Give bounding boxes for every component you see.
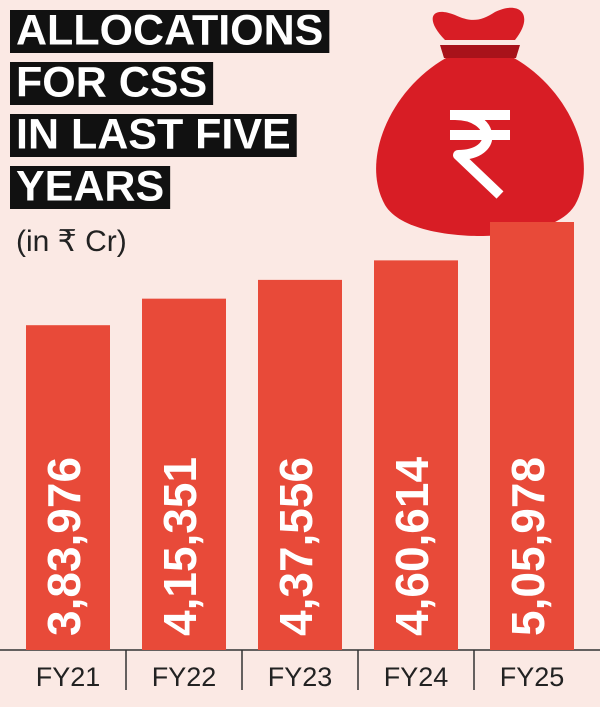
value-label: 4,15,351: [154, 457, 206, 636]
x-tick-label: FY23: [268, 662, 333, 692]
title-box: [10, 114, 297, 157]
money-bag: [376, 7, 584, 236]
subtitle: (in ₹ Cr): [16, 225, 127, 258]
bar: [490, 222, 574, 650]
x-tick-label: FY21: [36, 662, 101, 692]
title-box: [10, 166, 171, 209]
title-box: [10, 62, 214, 105]
bar: [374, 260, 458, 650]
bar: [26, 325, 110, 650]
value-label: 3,83,976: [38, 457, 90, 636]
x-tick-label: FY24: [384, 662, 449, 692]
x-tick-label: FY22: [152, 662, 217, 692]
value-label: 4,37,556: [270, 457, 322, 636]
bar: [142, 298, 226, 650]
chart-title: IN LAST FIVE: [16, 110, 291, 158]
bar: [258, 279, 342, 650]
x-tick-label: FY25: [500, 662, 565, 692]
chart-title: ALLOCATIONS: [16, 6, 323, 54]
value-label: 4,60,614: [386, 457, 438, 636]
chart-title: FOR CSS: [16, 58, 207, 106]
title-box: [10, 10, 330, 53]
chart-title: YEARS: [16, 162, 164, 210]
value-label: 5,05,978: [502, 457, 554, 636]
